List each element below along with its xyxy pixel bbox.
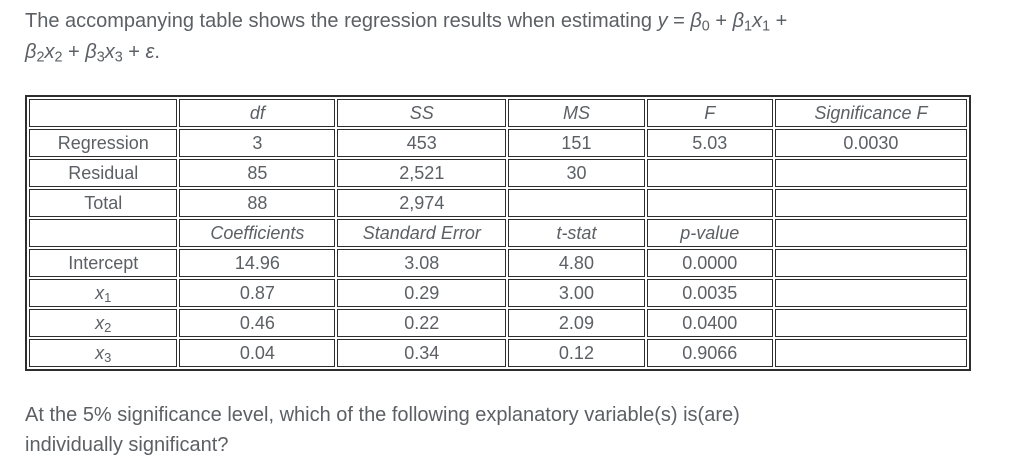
cell-total-df: 88 [179,189,336,217]
cell-x1-p-value: 0.0035 [646,279,773,307]
cell-residual-df: 85 [179,159,336,187]
cell-residual-sig-f [774,159,967,187]
cell-intercept-standard-error: 3.08 [337,249,507,277]
col-header-df: df [179,99,336,127]
anova-row-regression: Regression 3 453 151 5.03 0.0030 [29,129,967,157]
cell-x2-coefficient: 0.46 [179,309,336,337]
col-header-ms: MS [508,99,645,127]
col-header-p-value: p-value [646,219,773,247]
coef-header-trailing-blank-cell [774,219,967,247]
col-header-f: F [646,99,773,127]
cell-residual-ss: 2,521 [337,159,507,187]
question-text: At the 5% significance level, which of t… [25,404,740,456]
row-label-x3: x3 [29,339,178,367]
cell-x1-coefficient: 0.87 [179,279,336,307]
cell-total-sig-f [774,189,967,217]
col-header-significance-f: Significance F [774,99,967,127]
cell-intercept-t-stat: 4.80 [508,249,645,277]
coef-row-x1: x1 0.87 0.29 3.00 0.0035 [29,279,967,307]
coefficients-header-row: Coefficients Standard Error t-stat p-val… [29,219,967,247]
row-label-residual: Residual [29,159,178,187]
cell-regression-ss: 453 [337,129,507,157]
cell-regression-ms: 151 [508,129,645,157]
cell-x1-standard-error: 0.29 [337,279,507,307]
coef-row-intercept: Intercept 14.96 3.08 4.80 0.0000 [29,249,967,277]
col-header-t-stat: t-stat [508,219,645,247]
cell-x3-coefficient: 0.04 [179,339,336,367]
anova-header-blank-cell [29,99,178,127]
cell-x2-sig-f [774,309,967,337]
cell-total-ss: 2,974 [337,189,507,217]
col-header-coefficients: Coefficients [179,219,336,247]
cell-intercept-sig-f [774,249,967,277]
regression-results-table: df SS MS F Significance F Regression 3 4… [25,95,971,371]
anova-row-total: Total 88 2,974 [29,189,967,217]
cell-x2-p-value: 0.0400 [646,309,773,337]
cell-x3-p-value: 0.9066 [646,339,773,367]
cell-x3-t-stat: 0.12 [508,339,645,367]
cell-total-ms [508,189,645,217]
cell-x2-standard-error: 0.22 [337,309,507,337]
coef-row-x2: x2 0.46 0.22 2.09 0.0400 [29,309,967,337]
cell-x2-t-stat: 2.09 [508,309,645,337]
question-intro: The accompanying table shows the regress… [25,10,788,66]
col-header-standard-error: Standard Error [337,219,507,247]
cell-x1-t-stat: 3.00 [508,279,645,307]
cell-regression-f: 5.03 [646,129,773,157]
col-header-ss: SS [337,99,507,127]
cell-x1-sig-f [774,279,967,307]
row-label-total: Total [29,189,178,217]
row-label-x1: x1 [29,279,178,307]
cell-regression-sig-f: 0.0030 [774,129,967,157]
row-label-intercept: Intercept [29,249,178,277]
cell-residual-f [646,159,773,187]
cell-intercept-coefficient: 14.96 [179,249,336,277]
row-label-regression: Regression [29,129,178,157]
cell-regression-df: 3 [179,129,336,157]
cell-residual-ms: 30 [508,159,645,187]
cell-total-f [646,189,773,217]
cell-intercept-p-value: 0.0000 [646,249,773,277]
cell-x3-sig-f [774,339,967,367]
coef-row-x3: x3 0.04 0.34 0.12 0.9066 [29,339,967,367]
anova-header-row: df SS MS F Significance F [29,99,967,127]
anova-row-residual: Residual 85 2,521 30 [29,159,967,187]
coef-header-blank-cell [29,219,178,247]
cell-x3-standard-error: 0.34 [337,339,507,367]
row-label-x2: x2 [29,309,178,337]
